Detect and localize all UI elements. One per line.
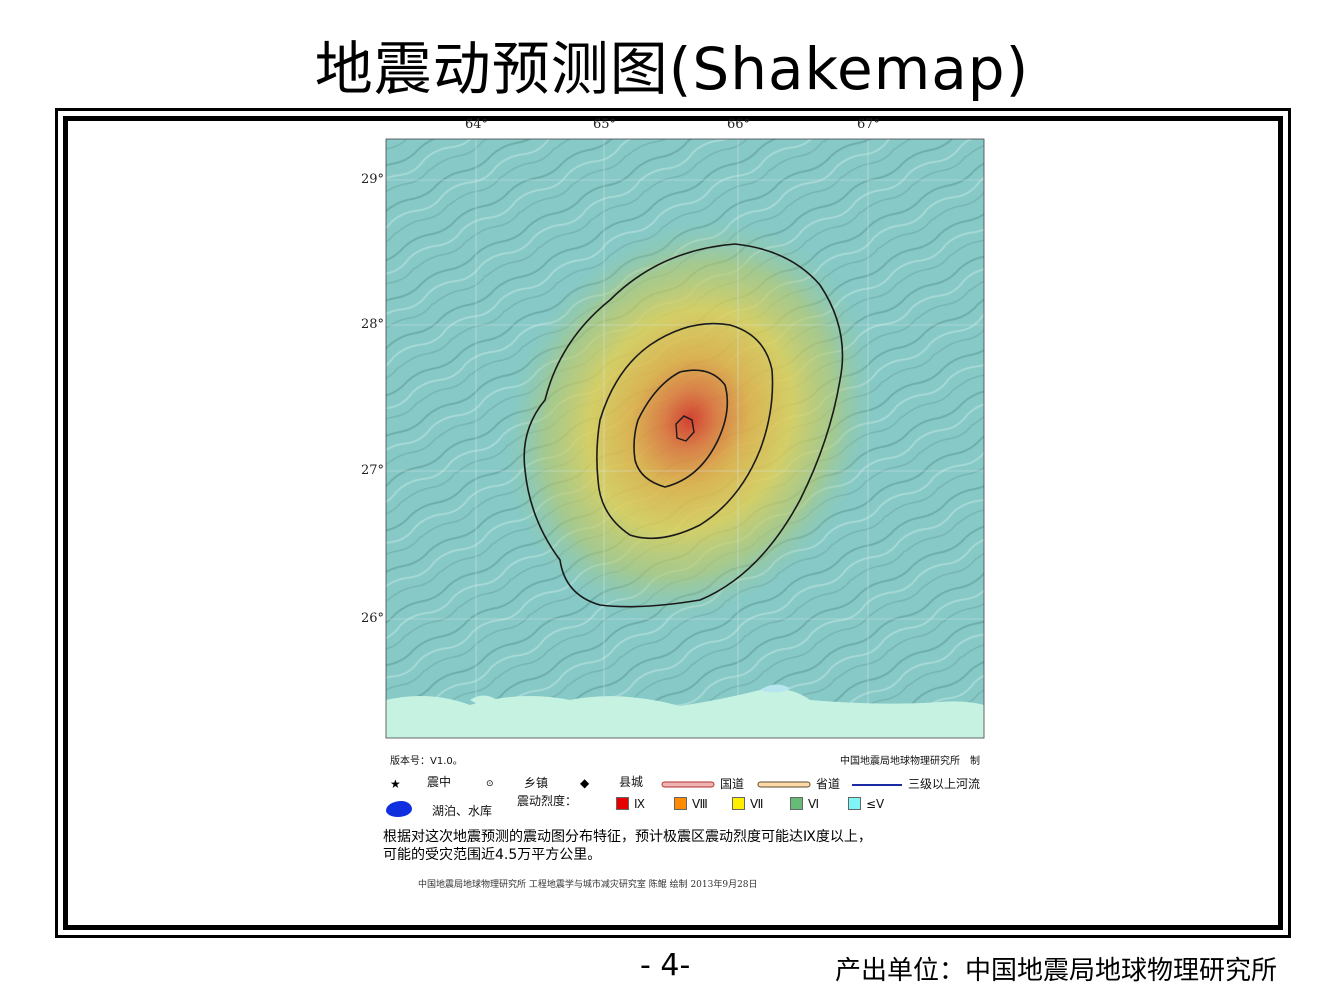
legend-lines	[661, 781, 902, 788]
lon-tick-66: 66°	[727, 117, 751, 132]
intensity-label-viii: Ⅷ	[692, 797, 708, 811]
lon-tick-64: 64°	[465, 117, 489, 132]
lat-tick-29: 29°	[361, 172, 385, 187]
intensity-label-vi: Ⅵ	[808, 797, 820, 811]
institute-label: 中国地震局地球物理研究所 制	[840, 756, 980, 767]
intensity-contour-vii	[596, 322, 774, 540]
graticule	[386, 139, 984, 738]
producer-label: 产出单位：中国地震局地球物理研究所	[835, 956, 1278, 986]
national-road-symbol	[661, 781, 715, 788]
map-credit: 中国地震局地球物理研究所 工程地震学与城市减灾研究室 陈鲲 绘制 2013年9月…	[418, 880, 758, 890]
intensity-swatch-v	[848, 797, 861, 810]
legend-intensity-title: 震动烈度：	[517, 794, 578, 808]
intensity-swatch-ix	[616, 797, 629, 810]
intensity-contour-ix	[675, 415, 695, 442]
page-title: 地震动预测图(Shakemap)	[314, 35, 1030, 103]
lat-tick-28: 28°	[361, 317, 385, 332]
intensity-swatch-vi	[790, 797, 803, 810]
map-area	[385, 138, 985, 739]
lon-tick-67: 67°	[857, 117, 881, 132]
county-diamond-icon: ◆	[580, 776, 590, 790]
legend-epicenter: 震中	[427, 775, 452, 789]
intensity-gradient	[504, 219, 876, 621]
intensity-swatch-vii	[732, 797, 745, 810]
intensity-swatch-viii	[674, 797, 687, 810]
map-border	[385, 138, 985, 739]
version-label: 版本号：V1.0。	[390, 756, 463, 767]
description-line-2: 可能的受灾范围近4.5万平方公里。	[383, 847, 602, 863]
legend-provincial-road: 省道	[816, 777, 841, 791]
legend-county: 县城	[619, 775, 644, 789]
legend-river: 三级以上河流	[908, 777, 981, 791]
lon-tick-65: 65°	[593, 117, 617, 132]
town-dot-icon: ⊙	[486, 779, 494, 789]
legend-lake: 湖泊、水库	[432, 804, 493, 818]
intensity-label-v: ≤Ⅴ	[866, 797, 885, 811]
description-line-1: 根据对这次地震预测的震动图分布特征，预计极震区震动烈度可能达Ⅸ度以上，	[383, 829, 872, 845]
lat-tick-26: 26°	[361, 611, 385, 626]
legend-national-road: 国道	[720, 777, 745, 791]
coastal-sea	[386, 688, 984, 738]
intensity-contour-vi	[523, 243, 844, 608]
lake-icon	[386, 801, 412, 817]
page-number: - 4-	[640, 948, 691, 983]
intensity-label-vii: Ⅶ	[750, 797, 764, 811]
lat-tick-27: 27°	[361, 463, 385, 478]
legend-town: 乡镇	[524, 776, 549, 790]
intensity-contour-viii	[633, 369, 729, 488]
intensity-label-ix: Ⅸ	[634, 797, 646, 811]
epicenter-star-icon: ★	[390, 777, 401, 791]
provincial-road-symbol	[757, 781, 811, 788]
